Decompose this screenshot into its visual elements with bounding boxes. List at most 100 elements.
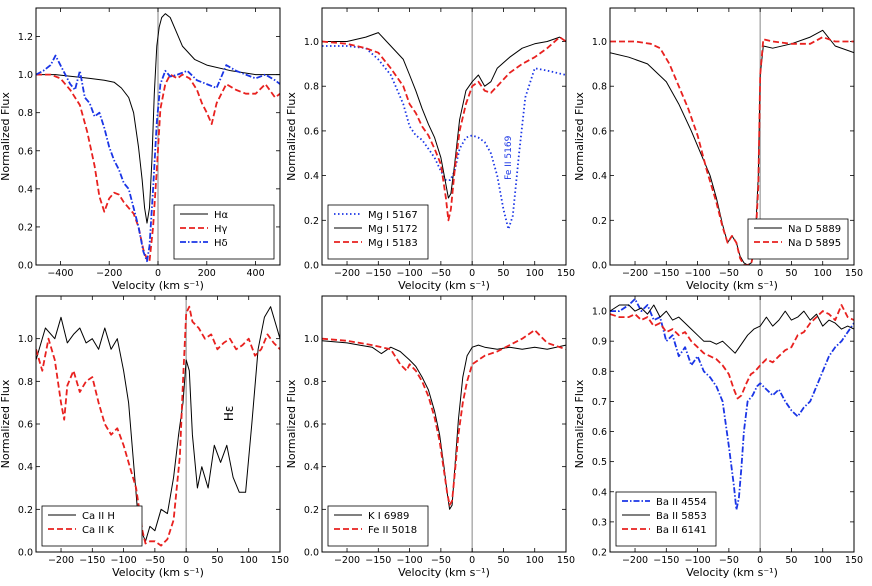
legend: K I 6989 Fe II 5018 <box>327 505 429 547</box>
x-tick-label: −100 <box>397 555 423 566</box>
legend-label: Mg I 5167 <box>368 210 418 221</box>
legend-label: Ba II 4554 <box>656 497 707 508</box>
legend-label: Ca II H <box>82 511 115 522</box>
series-line-1 <box>610 29 854 265</box>
legend-label: Fe II 5018 <box>368 525 417 536</box>
y-tick-label: 0.6 <box>304 126 319 137</box>
x-tick-label: 0 <box>155 268 161 279</box>
x-tick-label: −200 <box>334 268 360 279</box>
legend-label: Hγ <box>214 224 228 235</box>
legend-box <box>41 505 143 547</box>
x-axis-label: Velocity (km s⁻¹) <box>112 566 204 579</box>
legend-box <box>747 218 849 260</box>
y-tick-label: 1.0 <box>304 334 319 345</box>
x-tick-label: −150 <box>365 268 391 279</box>
y-tick-label: 0.6 <box>18 146 33 157</box>
y-tick-label: 0.4 <box>18 184 33 195</box>
legend-label: Na D 5895 <box>788 238 841 249</box>
y-tick-label: 0.2 <box>18 505 33 516</box>
x-tick-label: −100 <box>685 555 711 566</box>
legend-label: Ca II K <box>82 525 114 536</box>
x-tick-label: −150 <box>653 555 679 566</box>
plot-frame <box>321 7 567 266</box>
y-axis-label: Normalized Flux <box>0 92 12 181</box>
y-tick-label: 0.4 <box>304 462 319 473</box>
x-tick-label: −100 <box>397 268 423 279</box>
y-tick-label: 0.2 <box>304 505 319 516</box>
legend-box <box>327 505 429 547</box>
x-tick-label: −150 <box>365 555 391 566</box>
x-tick-label: −100 <box>111 555 137 566</box>
legend-label: Ba II 5853 <box>656 511 707 522</box>
legend: Hα Hγ Hδ <box>173 204 275 260</box>
legend: Ba II 4554 Ba II 5853 Ba II 6141 <box>615 491 717 547</box>
series-line-3 <box>610 304 854 400</box>
annotation-label: Hε <box>222 406 236 422</box>
x-tick-label: −150 <box>79 555 105 566</box>
legend-label: Hδ <box>214 238 228 249</box>
series-line-2 <box>610 36 854 265</box>
y-tick-label: 1.0 <box>592 307 607 318</box>
y-tick-label: 1.0 <box>18 334 33 345</box>
x-tick-label: −100 <box>685 268 711 279</box>
y-tick-label: 0.4 <box>592 171 607 182</box>
y-tick-label: 0.0 <box>304 548 319 559</box>
y-tick-label: 0.8 <box>304 377 319 388</box>
y-tick-label: 0.9 <box>592 337 607 348</box>
plot-frame <box>35 295 281 553</box>
y-tick-label: 1.2 <box>18 32 33 43</box>
y-tick-label: 0.8 <box>304 82 319 93</box>
legend: Na D 5889 Na D 5895 <box>747 218 849 260</box>
y-axis-label: Normalized Flux <box>573 379 586 468</box>
x-tick-label: −400 <box>47 268 73 279</box>
y-tick-label: 0.6 <box>18 420 33 431</box>
legend-label: Hα <box>214 210 229 221</box>
y-tick-label: 0.0 <box>18 261 33 272</box>
x-axis-label: Velocity (km s⁻¹) <box>112 279 204 292</box>
y-tick-label: 0.8 <box>18 108 33 119</box>
x-tick-label: 150 <box>845 268 863 279</box>
x-tick-label: −200 <box>96 268 122 279</box>
y-axis-label: Normalized Flux <box>573 92 586 181</box>
plot-frame <box>609 7 855 266</box>
x-tick-label: 0 <box>183 555 189 566</box>
x-tick-label: 50 <box>785 268 797 279</box>
x-tick-label: 50 <box>211 555 223 566</box>
legend-label: Ba II 6141 <box>656 525 707 536</box>
x-tick-label: 100 <box>526 555 544 566</box>
panel-1: −400 −200 0 200 400 0.0 0.2 0.4 0.6 0.8 1.0 1.2 Velo… <box>0 7 281 292</box>
x-tick-label: −50 <box>719 555 739 566</box>
y-tick-label: 0.6 <box>592 427 607 438</box>
y-tick-label: 1.0 <box>592 37 607 48</box>
y-tick-label: 0.4 <box>304 171 319 182</box>
y-tick-label: 0.6 <box>592 126 607 137</box>
panel-3: −200 −150 −100 −50 0 50 100 150 0.0 0.2 0.4 0.6 0.8 1… <box>573 7 863 292</box>
series-line-2 <box>610 304 854 354</box>
legend: Mg I 5167 Mg I 5172 Mg I 5183 <box>327 204 429 260</box>
legend-label: Na D 5889 <box>788 224 841 235</box>
y-tick-label: 0.2 <box>592 216 607 227</box>
x-tick-label: 150 <box>557 555 575 566</box>
y-tick-label: 0.0 <box>18 548 33 559</box>
x-tick-label: 0 <box>757 268 763 279</box>
x-tick-label: 150 <box>845 555 863 566</box>
y-tick-label: 0.6 <box>304 420 319 431</box>
series-line-3 <box>322 36 566 222</box>
x-tick-label: −50 <box>431 268 451 279</box>
series-line-1 <box>36 13 280 224</box>
x-tick-label: 150 <box>271 555 289 566</box>
x-tick-label: 50 <box>497 268 509 279</box>
y-tick-label: 0.5 <box>592 457 607 468</box>
x-tick-label: −200 <box>622 268 648 279</box>
x-axis-label: Velocity (km s⁻¹) <box>398 566 490 579</box>
series-line-1 <box>36 306 280 542</box>
y-axis-label: Normalized Flux <box>0 379 12 468</box>
legend-label: Mg I 5183 <box>368 238 418 249</box>
x-tick-label: 150 <box>557 268 575 279</box>
x-tick-label: 400 <box>247 268 265 279</box>
y-tick-label: 0.2 <box>592 548 607 559</box>
panel-2: −200 −150 −100 −50 0 50 100 150 0.0 0.2 0.4 0.6 0.8 1… <box>285 7 575 292</box>
y-tick-label: 0.8 <box>592 367 607 378</box>
series-line-1 <box>610 298 854 511</box>
